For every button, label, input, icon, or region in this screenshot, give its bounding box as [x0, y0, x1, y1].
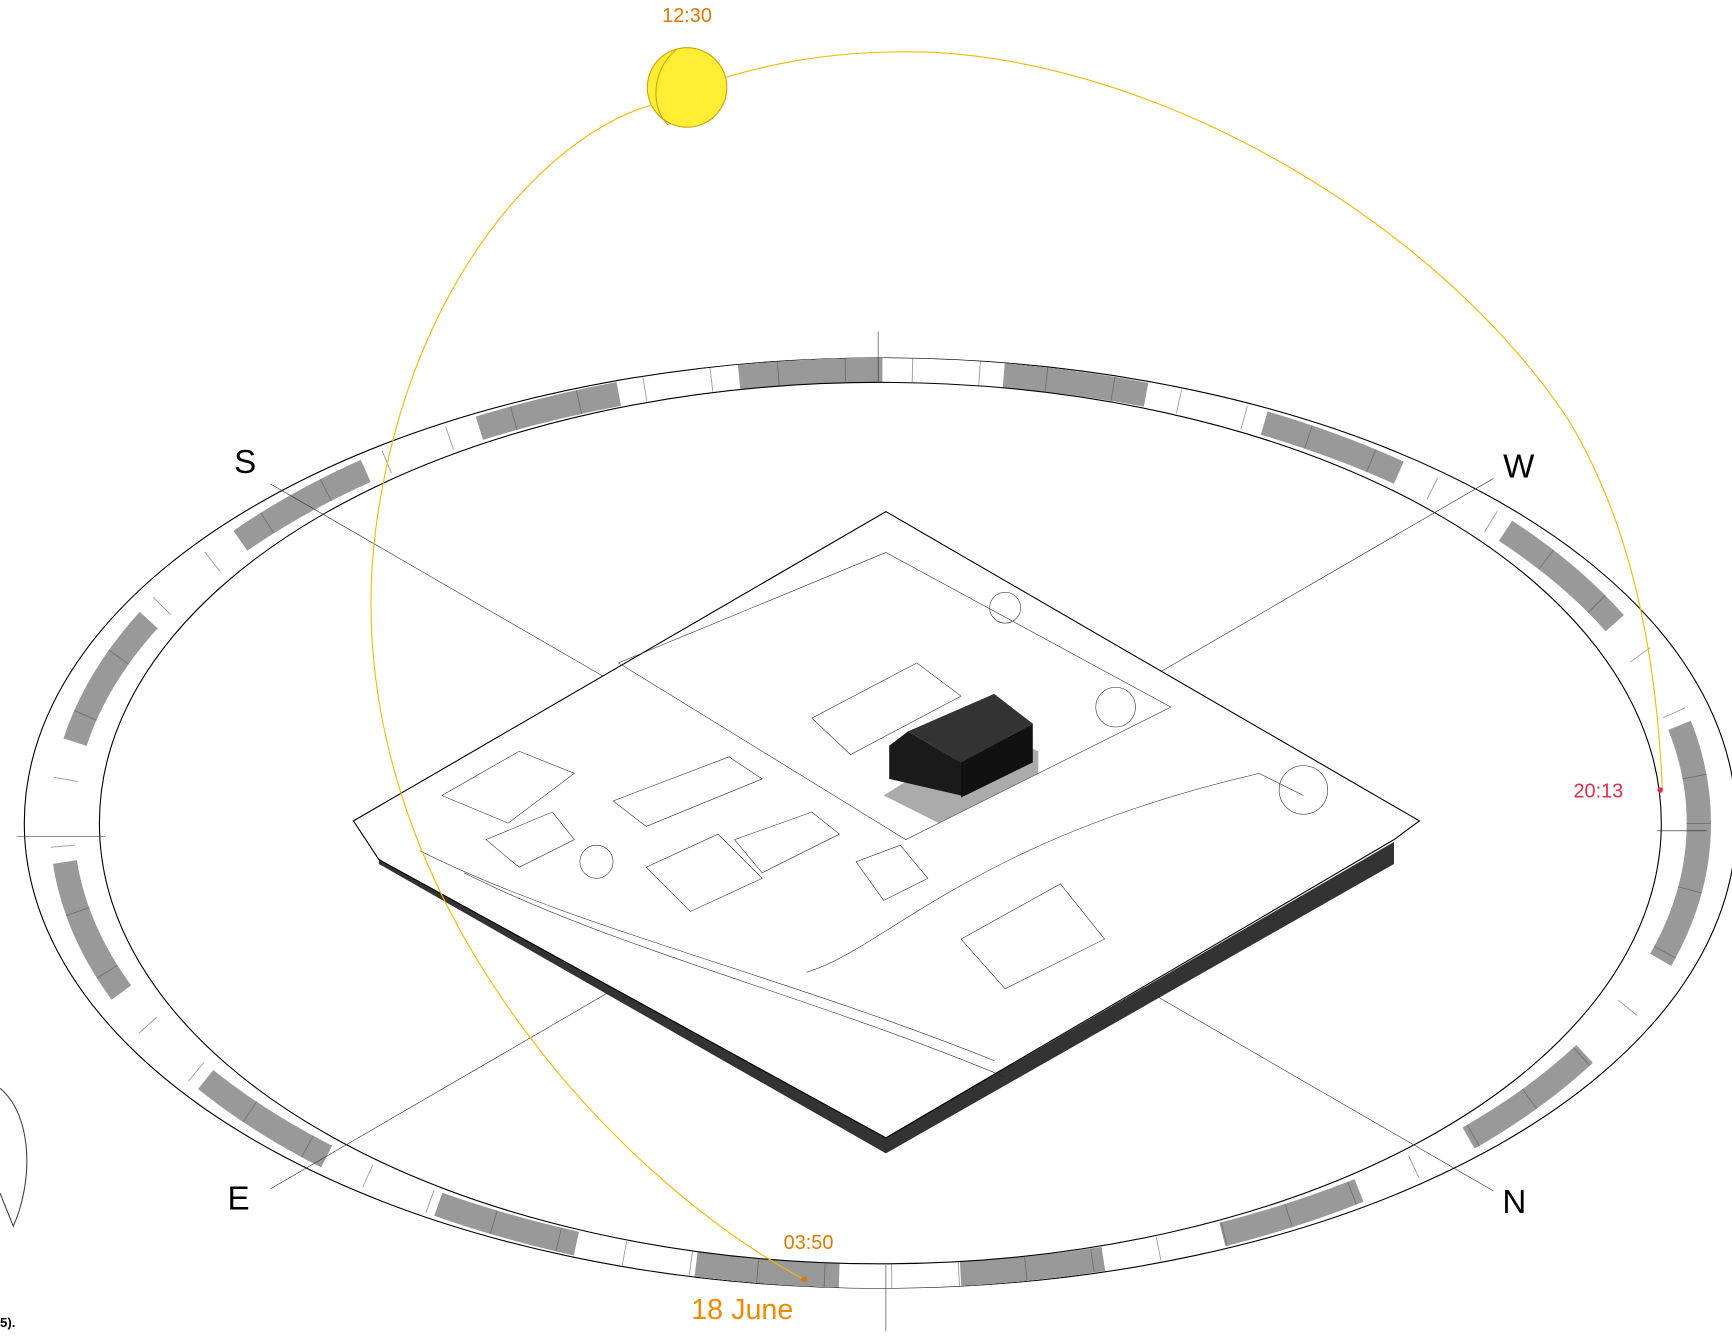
sunrise-marker: [801, 1276, 807, 1283]
sunrise-time: 03:50: [784, 1232, 834, 1254]
sunset-time: 20:13: [1573, 780, 1623, 802]
site-model: [352, 510, 1421, 1154]
caption-fragment: 5).: [0, 1315, 15, 1330]
sunset-marker: [1657, 787, 1663, 793]
sun-path: [370, 51, 1663, 1280]
date-label: 18 June: [691, 1294, 793, 1326]
east-label: E: [228, 1181, 250, 1218]
west-label: W: [1503, 448, 1535, 485]
sun: [646, 47, 728, 128]
house: [883, 693, 1039, 824]
compass-ring: [24, 357, 1732, 1289]
noon-time: 12:30: [662, 5, 712, 27]
compass-icon: [0, 1087, 28, 1228]
north-label: N: [1502, 1184, 1526, 1221]
south-label: S: [234, 444, 256, 481]
